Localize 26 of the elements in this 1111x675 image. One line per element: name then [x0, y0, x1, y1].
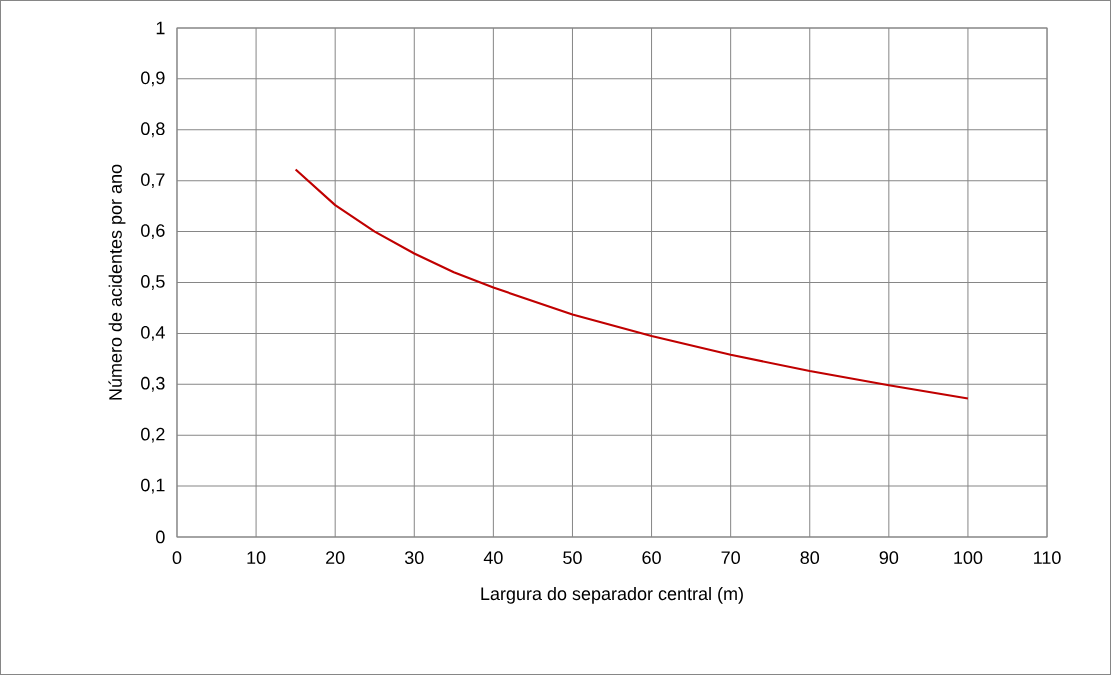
- x-tick-label: 110: [1034, 551, 1061, 565]
- y-tick-label: 0,5: [141, 275, 165, 290]
- y-tick-label: 0,4: [141, 325, 165, 341]
- y-tick-label: 1: [156, 21, 165, 35]
- y-tick-label: 0,8: [141, 122, 165, 138]
- y-tick-label: 0,2: [141, 427, 165, 443]
- x-tick-label: 30: [404, 551, 424, 565]
- x-tick-label: 100: [954, 551, 983, 565]
- x-tick-label: 40: [483, 551, 503, 565]
- x-tick-label: 0: [172, 551, 182, 565]
- y-tick-label: 0,3: [141, 376, 165, 392]
- x-tick-label: 60: [642, 551, 661, 565]
- y-tick-label: 0,6: [141, 224, 165, 240]
- y-axis-title: Número de acidentes por ano: [108, 164, 126, 400]
- x-axis-title: Largura do separador central (m): [481, 586, 743, 604]
- y-tick-label: 0: [156, 530, 165, 544]
- x-tick-label: 50: [563, 551, 582, 565]
- x-tick-label: 20: [326, 551, 345, 565]
- y-tick-label: 0,9: [141, 71, 165, 87]
- x-tick-label: 80: [800, 551, 820, 565]
- y-tick-label: 0,1: [141, 478, 165, 494]
- x-tick-label: 70: [721, 551, 740, 565]
- x-tick-label: 10: [247, 551, 266, 565]
- y-tick-label: 0,7: [141, 173, 165, 189]
- line-series: [294, 168, 970, 400]
- x-tick-label: 90: [879, 551, 899, 565]
